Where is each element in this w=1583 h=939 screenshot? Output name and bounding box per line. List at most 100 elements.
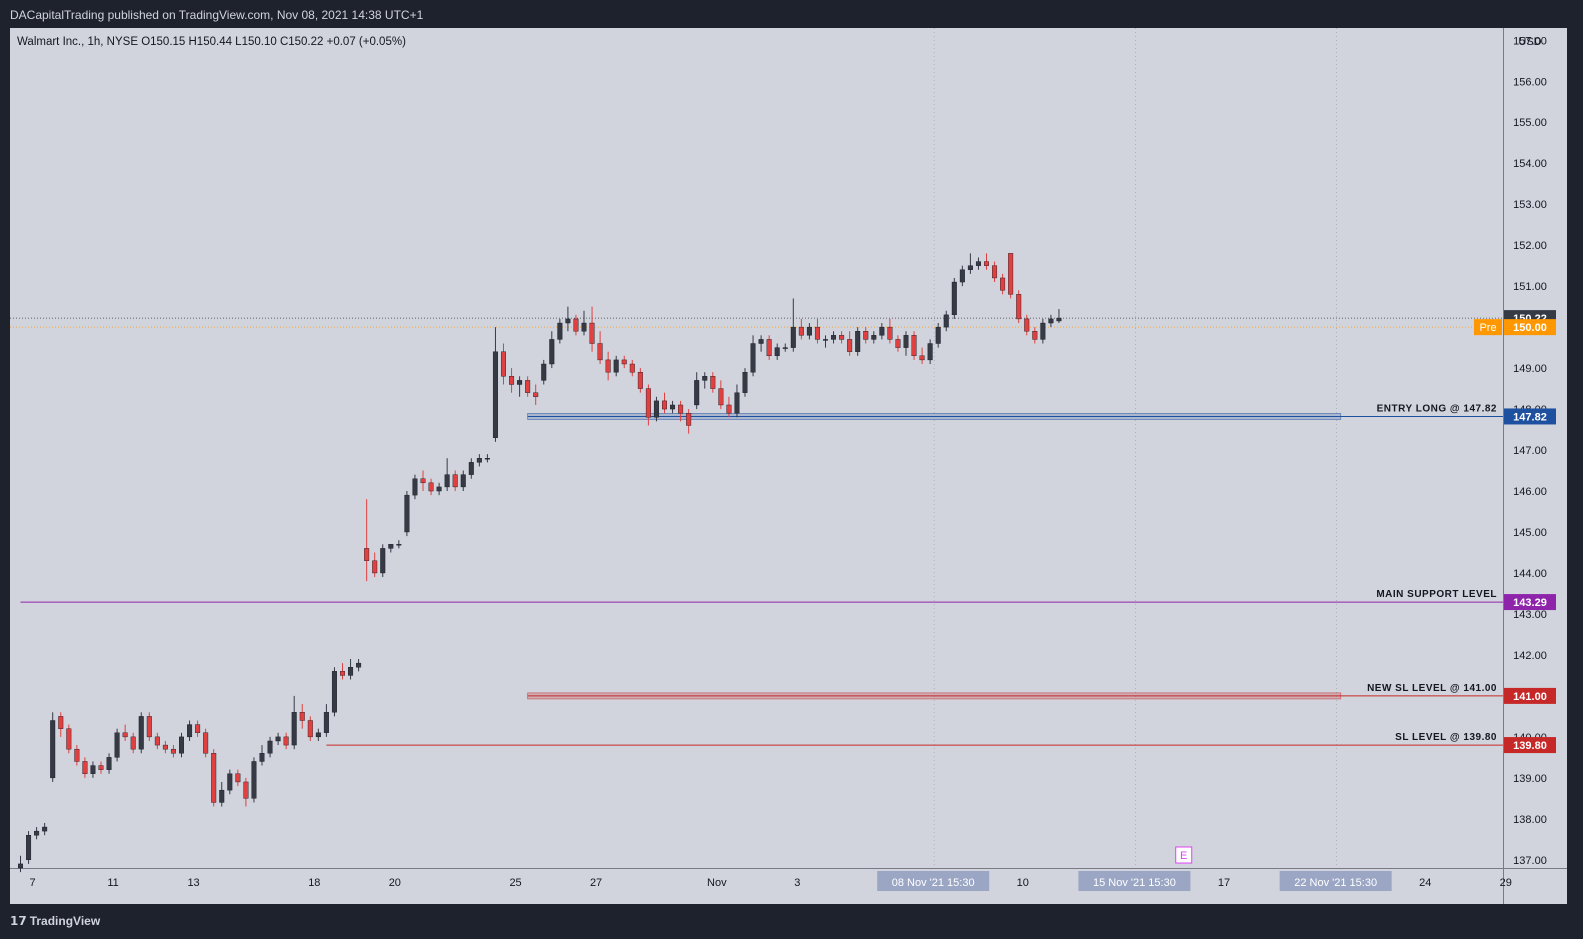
candle-body — [855, 331, 861, 352]
candle — [17, 855, 23, 873]
candle — [90, 761, 96, 778]
candle — [235, 769, 241, 787]
candle — [718, 380, 724, 410]
candle — [227, 769, 233, 795]
candle-body — [621, 359, 627, 365]
candle — [597, 331, 603, 364]
candle-body — [484, 458, 490, 460]
candle — [782, 343, 788, 352]
candle-body — [26, 835, 32, 861]
candle-body — [307, 720, 313, 738]
candle-body — [670, 404, 676, 410]
published-text: DACapitalTrading published on TradingVie… — [10, 8, 424, 22]
candle — [396, 540, 402, 549]
candle — [66, 724, 72, 754]
candle — [766, 335, 772, 360]
candle — [645, 384, 651, 426]
candle — [187, 720, 193, 741]
candle — [589, 306, 595, 352]
chart-frame[interactable]: ENTRY LONG @ 147.82 MAIN SUPPORT LEVEL NEW… — [10, 28, 1567, 904]
candle-body — [1008, 253, 1014, 295]
candle — [380, 544, 386, 578]
price-chart[interactable]: ENTRY LONG @ 147.82 MAIN SUPPORT LEVEL NEW… — [10, 28, 1567, 904]
candle — [130, 732, 136, 754]
candle — [710, 372, 716, 393]
candle-body — [1048, 318, 1054, 324]
candle-body — [871, 335, 877, 340]
candle — [855, 327, 861, 356]
candle — [428, 478, 434, 496]
candle-body — [50, 720, 56, 779]
candle-body — [517, 380, 523, 385]
candle — [839, 331, 845, 344]
candle-body — [267, 740, 273, 754]
candle-body — [170, 748, 176, 754]
level-lines[interactable]: ENTRY LONG @ 147.82 MAIN SUPPORT LEVEL NEW… — [10, 317, 1503, 746]
level-price-badge-label: 147.82 — [1513, 411, 1547, 423]
candle — [340, 663, 346, 680]
premarket-price-badge — [1504, 319, 1556, 336]
candle — [798, 318, 804, 340]
candle-body — [98, 765, 104, 770]
candle-body — [331, 671, 337, 713]
candle — [573, 314, 579, 336]
candle-body — [637, 371, 643, 389]
candle-body — [34, 830, 40, 836]
candle — [790, 298, 796, 352]
price-tick-label: 156.00 — [1513, 76, 1547, 88]
level-name: NEW SL LEVEL @ 141.00 — [1367, 683, 1497, 694]
candle-body — [243, 781, 249, 799]
symbol-legend: Walmart Inc., 1h, NYSE O150.15 H150.44 L… — [17, 36, 406, 48]
candle-body — [17, 863, 23, 869]
candle — [895, 335, 901, 352]
time-tick-label: 25 — [509, 877, 521, 889]
candle — [348, 659, 354, 680]
candle-body — [460, 474, 466, 488]
candle — [476, 454, 482, 467]
premarket-tag-label: Pre — [1479, 322, 1496, 334]
candle-body — [975, 261, 981, 266]
candle — [404, 491, 410, 537]
candle-body — [364, 548, 370, 561]
candle — [613, 355, 619, 377]
candle — [621, 355, 627, 369]
candle — [323, 704, 329, 737]
price-tick-label: 152.00 — [1513, 240, 1547, 252]
candle-body — [959, 269, 965, 283]
candle-body — [501, 351, 507, 377]
candle — [919, 347, 925, 364]
candle-body — [227, 773, 233, 791]
time-tick-label: 17 — [1218, 877, 1230, 889]
tradingview-logo[interactable]: 𝟭𝟳 TradingView — [10, 914, 100, 928]
candle-body — [509, 376, 515, 385]
candle — [1008, 253, 1014, 299]
candle-body — [82, 761, 88, 774]
candle-body — [235, 773, 241, 783]
candle-body — [774, 347, 780, 357]
candle — [887, 318, 893, 344]
candle-body — [42, 826, 48, 832]
candle-body — [162, 744, 168, 750]
candle-body — [420, 478, 426, 484]
candle — [509, 368, 515, 393]
level-price-badge — [1504, 594, 1556, 611]
candle — [863, 327, 869, 344]
time-badge-label: 22 Nov '21 15:30 — [1294, 877, 1377, 889]
candle-body — [750, 343, 756, 373]
candle — [831, 331, 837, 344]
grid-lines — [933, 28, 1337, 868]
candle-body — [251, 761, 257, 799]
candle — [243, 777, 249, 807]
candle-body — [428, 482, 434, 492]
candle-body — [452, 474, 458, 488]
time-badge — [1078, 871, 1191, 891]
candle-body — [291, 712, 297, 746]
candle — [943, 310, 949, 332]
candle-body — [798, 326, 804, 336]
candle — [138, 712, 144, 754]
candle-body — [187, 724, 193, 738]
candle — [50, 712, 56, 782]
candle-body — [951, 281, 957, 316]
candle-body — [372, 560, 378, 574]
price-tick-label: 154.00 — [1513, 158, 1547, 170]
